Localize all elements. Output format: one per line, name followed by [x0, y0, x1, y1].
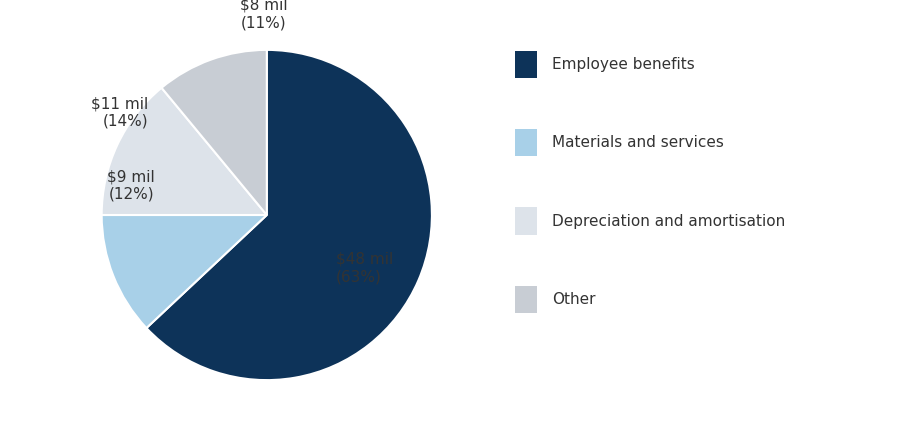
Text: $8 mil
(11%): $8 mil (11%) — [240, 0, 287, 30]
FancyBboxPatch shape — [515, 51, 537, 78]
FancyBboxPatch shape — [515, 208, 537, 235]
FancyBboxPatch shape — [515, 286, 537, 313]
Text: $11 mil
(14%): $11 mil (14%) — [91, 96, 148, 129]
Wedge shape — [146, 50, 431, 380]
Text: Employee benefits: Employee benefits — [551, 57, 694, 72]
Text: Materials and services: Materials and services — [551, 135, 722, 150]
Wedge shape — [162, 50, 267, 215]
Wedge shape — [102, 88, 267, 215]
Text: $48 mil
(63%): $48 mil (63%) — [335, 252, 393, 284]
Wedge shape — [102, 215, 267, 328]
Text: Depreciation and amortisation: Depreciation and amortisation — [551, 214, 784, 228]
FancyBboxPatch shape — [515, 129, 537, 157]
Text: $9 mil
(12%): $9 mil (12%) — [107, 169, 154, 202]
Text: Other: Other — [551, 292, 595, 307]
